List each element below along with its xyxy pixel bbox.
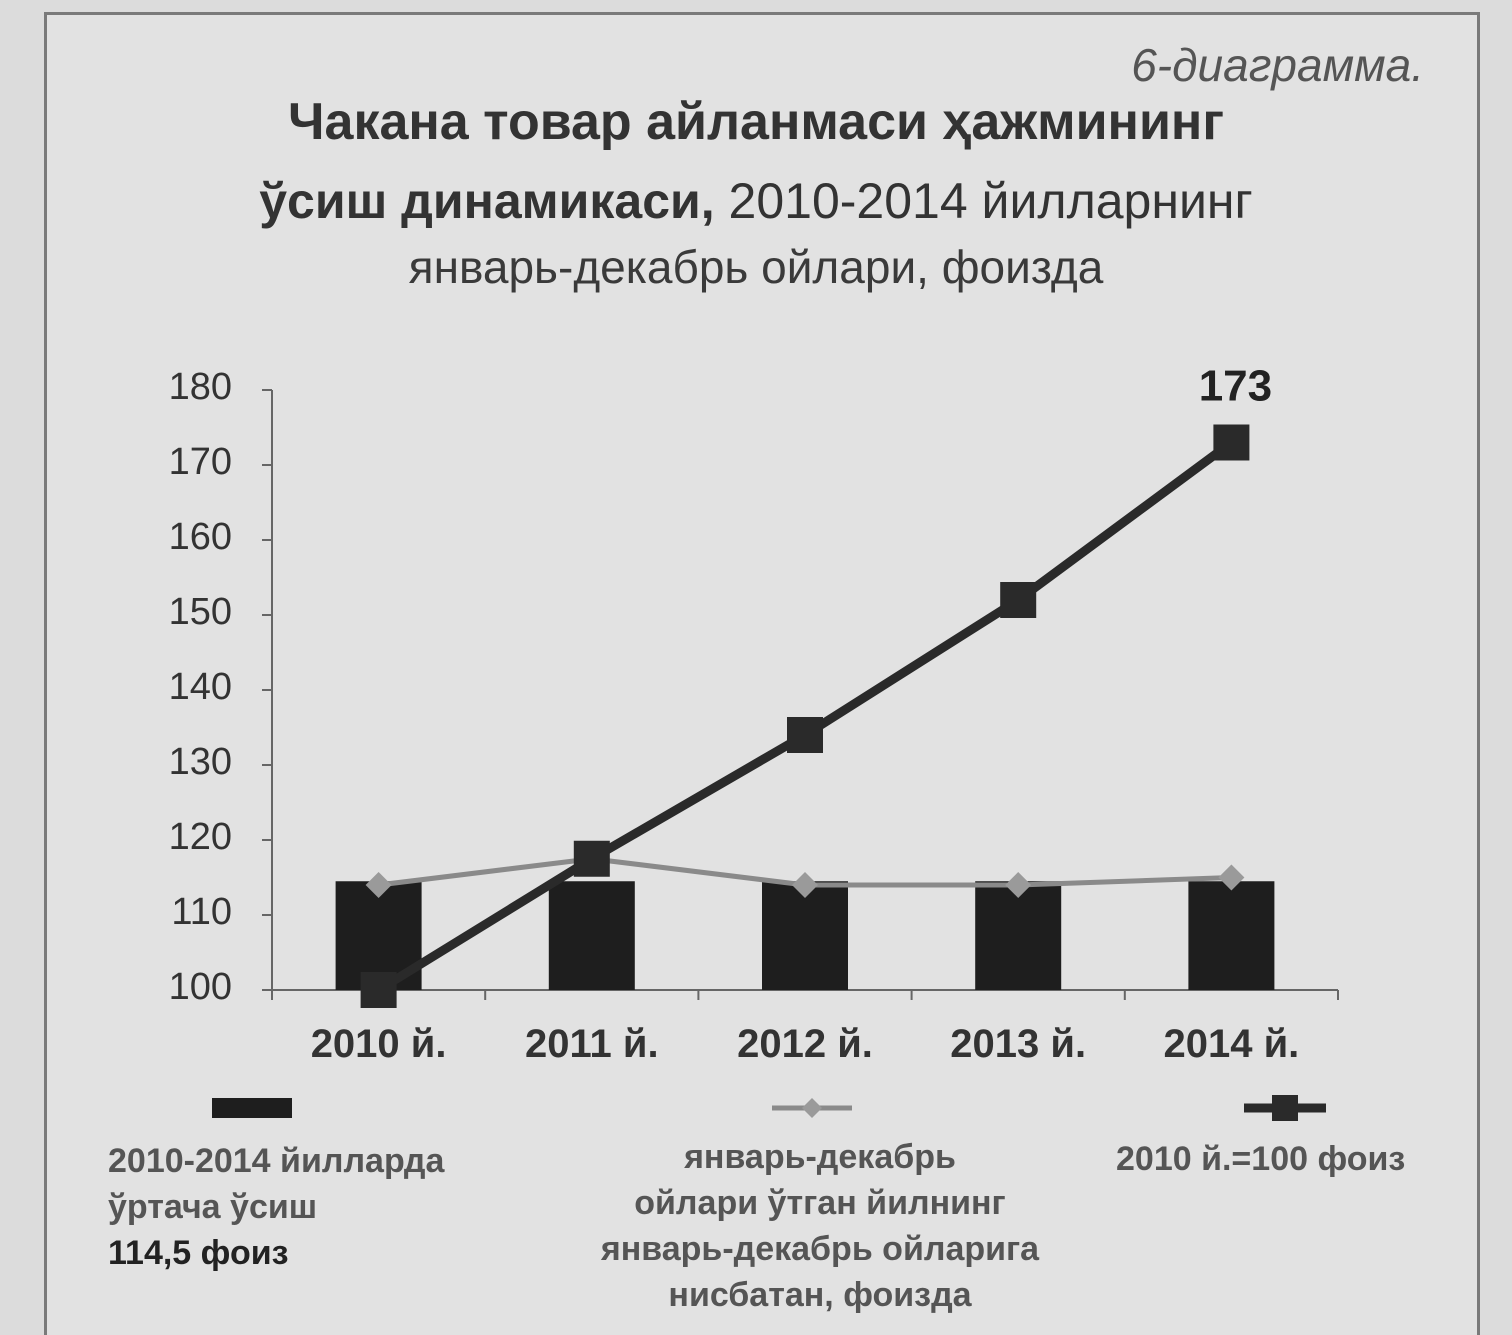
x-tick-label: 2014 й. (1163, 1022, 1300, 1066)
chart-title-line3: январь-декабрь ойлари, фоизда (408, 241, 1104, 293)
chart-title-line2-rest: 2010-2014 йилларнинг (714, 173, 1253, 229)
x-tick-label: 2011 й. (525, 1022, 659, 1066)
y-tick-label: 140 (168, 666, 232, 708)
y-tick-label: 120 (168, 816, 232, 858)
legend-swatch-bars (212, 1098, 292, 1118)
y-tick-label: 150 (168, 591, 232, 633)
y-tick-label: 180 (168, 366, 232, 408)
point-index-2010-base (360, 972, 397, 1008)
legend-item-yoy-line1: январь-декабрь (684, 1138, 956, 1176)
x-tick-label: 2012 й. (737, 1022, 873, 1066)
point-yoy-growth (1005, 872, 1032, 898)
y-tick-label: 130 (168, 741, 232, 783)
legend-item-index: 2010 й.=100 фоиз (1116, 1136, 1476, 1182)
legend-item-bars-line1: 2010-2014 йилларда (108, 1142, 445, 1180)
data-label-2014: 173 (1199, 362, 1272, 411)
y-tick-label: 170 (168, 441, 232, 483)
legend-item-bars-line2: ўртача ўсиш (108, 1188, 318, 1226)
y-tick-label: 160 (168, 516, 232, 558)
legend-item-yoy-line2: ойлари ўтган йилнинг (634, 1184, 1006, 1222)
chart-title-line1: Чакана товар айланмаси ҳажмининг (288, 93, 1224, 151)
point-index-2010-base (787, 717, 823, 753)
chart-title-line2: ўсиш динамикаси, 2010-2014 йилларнинг (0, 172, 1512, 230)
y-tick-label: 110 (171, 891, 232, 933)
bar-average-growth (975, 881, 1062, 990)
legend-item-bars-line3: 114,5 фоиз (108, 1234, 289, 1272)
x-tick-label: 2010 й. (310, 1022, 447, 1066)
legend-item-bars: 2010-2014 йилларда ўртача ўсиш 114,5 фои… (108, 1138, 528, 1276)
bar-average-growth (1188, 881, 1275, 990)
legend-swatch-yoy-marker (802, 1098, 822, 1118)
point-index-2010-base (1000, 582, 1037, 618)
x-tick-label: 2013 й. (950, 1022, 1087, 1066)
point-index-2010-base (1213, 424, 1250, 461)
legend-swatch-index-marker (1272, 1095, 1298, 1121)
y-tick-label: 100 (168, 966, 232, 1008)
point-yoy-growth (1218, 864, 1245, 891)
legend-item-index-line1: 2010 й.=100 фоиз (1116, 1140, 1406, 1178)
legend-item-yoy: январь-декабрь ойлари ўтган йилнинг янва… (520, 1134, 1120, 1318)
bar-average-growth (762, 881, 848, 990)
point-index-2010-base (573, 840, 610, 877)
point-yoy-growth (365, 872, 392, 898)
legend-item-yoy-line4: нисбатан, фоизда (668, 1276, 972, 1314)
figure-label: 6-диаграмма. (1131, 39, 1424, 91)
chart-title-line2-bold: ўсиш динамикаси, (259, 173, 715, 229)
point-yoy-growth (792, 872, 818, 898)
bar-average-growth (548, 881, 635, 990)
legend-item-yoy-line3: январь-декабрь ойларига (600, 1230, 1040, 1268)
